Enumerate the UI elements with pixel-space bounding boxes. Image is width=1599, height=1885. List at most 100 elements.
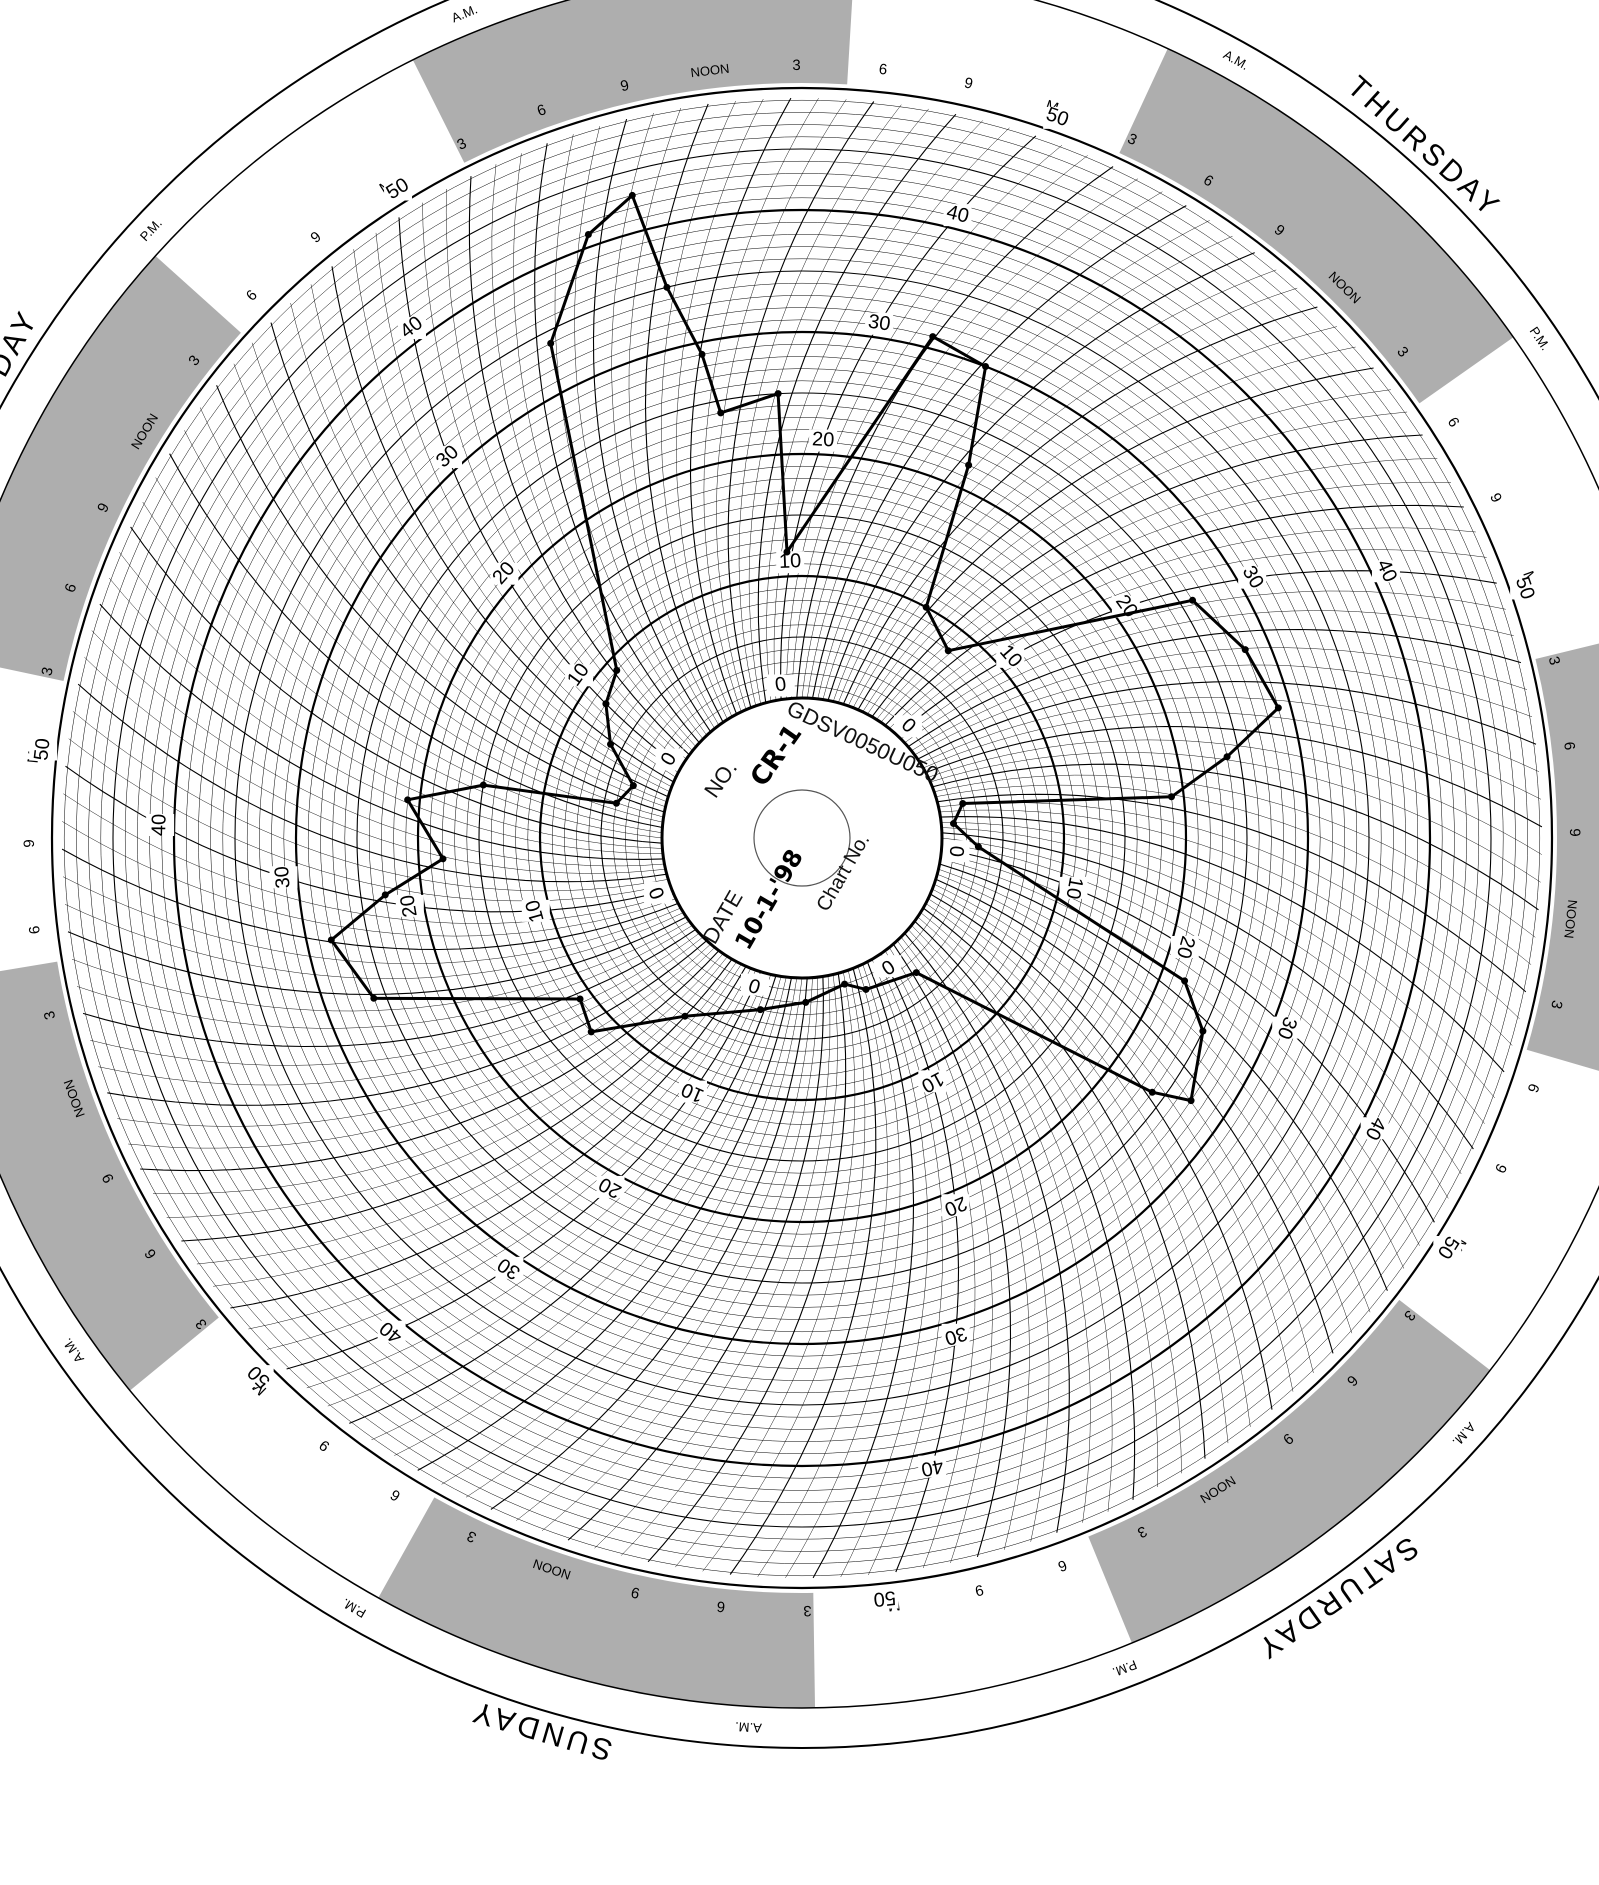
time-spoke [62,876,681,964]
time-spoke [806,191,1163,699]
grid-ring [466,502,1138,1174]
time-spoke [930,752,1541,883]
time-spoke [928,739,1542,855]
time-spoke [884,504,1464,726]
data-trace-point [404,796,412,804]
grid-ring [368,404,1236,1272]
time-spoke [937,793,1527,993]
scale-label-bg [29,738,58,761]
scale-tick-label: 30 [271,865,295,889]
time-spoke [441,977,798,1485]
grid-ring [356,392,1248,1284]
time-spoke [939,863,1388,1291]
hour-mark-label: 3 [1547,999,1565,1011]
time-spoke [852,346,1356,708]
grid-ring [172,208,1432,1468]
time-spoke [196,961,737,1265]
time-spoke [84,657,666,874]
grid-ring [100,136,1504,1540]
scale-label-bg [1360,1117,1389,1140]
time-spoke [842,306,1318,705]
scale-label-bg [918,1455,947,1478]
time-spoke [840,959,928,1578]
time-spoke [939,809,1513,1046]
time-spoke [534,143,700,744]
scale-tick-label: 40 [919,1454,945,1480]
data-trace-point [959,800,967,808]
grid-ring [503,539,1101,1137]
time-spoke [628,107,720,726]
grid-ring [63,99,1541,1577]
grid-ring [198,234,1406,1442]
time-spoke [871,434,1423,718]
scale-label-bg [870,1586,899,1609]
time-spoke [941,837,1462,1175]
data-trace-point [576,995,584,1003]
time-spoke [199,407,664,818]
time-spoke [900,590,1506,740]
time-spoke [907,929,1091,1523]
scale-tick-label: 20 [811,428,834,451]
time-spoke [62,821,676,937]
time-spoke [465,977,803,1498]
time-spoke [904,610,1514,743]
time-spoke [128,947,715,1149]
time-spoke [251,342,667,803]
grid-ring [538,574,1066,1102]
grid-ring [381,417,1223,1259]
data-trace-point [1241,646,1249,654]
time-spoke [375,232,679,773]
grid-ring [271,307,1333,1369]
scale-label-bg [809,429,838,452]
time-spoke [904,932,1070,1533]
scale-tick-label: 10 [1061,875,1087,901]
data-trace-point [602,700,610,708]
hour-mark-label: 3 [1545,655,1563,667]
data-trace-point [965,461,973,469]
time-spoke [647,973,847,1563]
grid-ring [88,124,1516,1552]
time-spoke [729,968,877,1575]
time-spoke [82,928,697,1048]
time-spoke [914,920,1136,1500]
scale-tick-label: 40 [944,201,971,228]
time-spoke [785,964,901,1578]
grid-ring [454,490,1150,1186]
time-spoke [907,628,1522,748]
scale-label-bg [941,1194,970,1217]
hour-mark-label: 3 [803,1602,811,1619]
time-spoke [757,113,957,703]
scale-label-bg [377,1320,406,1343]
night-band [1119,48,1514,404]
time-spoke [394,977,787,1456]
time-spoke [611,112,715,729]
time-spoke [72,711,669,892]
scale-label-bg [918,1070,947,1093]
time-spoke [703,98,819,712]
data-trace-point [1199,1027,1207,1035]
time-spoke [644,103,724,723]
time-spoke [290,303,671,793]
hour-mark-label: 9 [21,839,38,847]
time-spoke [513,153,697,747]
data-trace-point [974,843,982,851]
time-spoke [941,832,1474,1150]
scale-tick-label: 50 [30,737,54,762]
time-spoke [941,842,1449,1199]
scale-label-bg [1510,577,1539,600]
scale-tick-label: 40 [148,814,170,837]
data-trace-point [327,936,335,944]
night-band [1088,1299,1491,1644]
time-spoke [567,976,824,1541]
night-band [412,0,853,163]
grid-ring [222,258,1382,1418]
data-trace-point [587,1028,595,1036]
time-spoke [938,868,1371,1313]
time-spoke [938,802,1520,1019]
time-spoke [661,100,736,720]
data-trace-point [802,998,810,1006]
time-spoke [889,947,993,1564]
time-spoke [491,164,693,751]
data-trace-point [774,390,782,398]
